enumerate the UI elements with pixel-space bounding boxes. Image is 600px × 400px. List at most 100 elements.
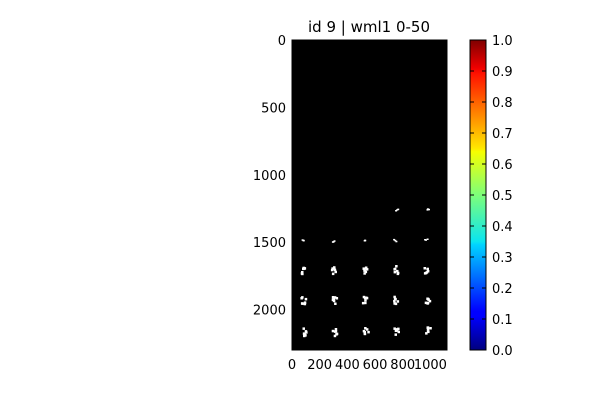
heatmap-pixel [428, 208, 430, 211]
heatmap-pixel [428, 299, 432, 303]
heatmap-pixel [426, 267, 429, 271]
heatmap-pixel [364, 299, 367, 302]
heatmap-pixel [332, 241, 335, 243]
colorbar-tick-label: 1.0 [492, 34, 513, 49]
y-tick-label: 2000 [253, 304, 286, 319]
heatmap-pixel [305, 331, 308, 334]
x-tick-label: 1000 [414, 358, 447, 373]
heatmap-pixel [393, 295, 396, 299]
heatmap-blob [425, 326, 432, 335]
colorbar-ticks: 0.0 0.1 0.2 0.3 0.4 0.5 0.6 0.7 0.8 0.9 1.0 [470, 34, 513, 359]
heatmap-pixel [365, 268, 369, 271]
heatmap-pixel [397, 330, 400, 334]
heatmap-pixel [364, 327, 367, 330]
heatmap-blob [330, 266, 337, 276]
heatmap-pixel [423, 267, 426, 270]
heatmap-pixel [393, 327, 396, 330]
heatmap-blob [363, 239, 367, 242]
heatmap-background [292, 40, 447, 350]
heatmap-pixel [426, 238, 429, 240]
heatmap-pixel [333, 266, 336, 269]
heatmap-pixel [425, 239, 427, 241]
heatmap-pixel [395, 210, 398, 212]
heatmap-blob [393, 295, 400, 306]
heatmap-blob [395, 208, 400, 212]
heatmap-blob [300, 266, 307, 276]
heatmap-pixel [364, 301, 367, 305]
heatmap-pixel [334, 302, 337, 305]
heatmap-blob [393, 238, 398, 243]
heatmap-pixel [396, 269, 399, 273]
heatmap-pixel [393, 268, 396, 271]
y-axis: 0 500 1000 1500 2000 [253, 34, 447, 319]
y-tick-label: 1500 [253, 236, 286, 251]
colorbar-tick-label: 0.8 [492, 96, 513, 111]
heatmap-blob [331, 328, 339, 338]
heatmap-pixel [333, 296, 337, 299]
heatmap-pixel [394, 239, 397, 242]
heatmap-pixel [363, 332, 367, 336]
heatmap-pixel [331, 267, 334, 270]
chart-title: id 9 | wml1 0-50 [308, 18, 430, 36]
heatmap-blob [301, 239, 305, 242]
colorbar: 0.0 0.1 0.2 0.3 0.4 0.5 0.6 0.7 0.8 0.9 1.0 [469, 34, 513, 359]
heatmap-pixel [397, 327, 400, 331]
heatmap-pixel [334, 328, 338, 331]
heatmap-blob [424, 238, 429, 241]
heatmap-pixel [393, 270, 397, 274]
colorbar-tick-label: 0.7 [492, 127, 513, 142]
heatmap-pixel [302, 239, 305, 242]
heatmap-pixel [335, 332, 339, 336]
heatmap-blob [300, 296, 308, 306]
heatmap-pixel [302, 327, 305, 330]
heatmap-pixel [300, 272, 304, 275]
heatmap-pixel [393, 299, 396, 303]
colorbar-tick-label: 0.2 [492, 282, 513, 297]
colorbar-tick-label: 0.5 [492, 189, 513, 204]
heatmap-pixel [427, 330, 430, 334]
heatmap-pixel [335, 297, 339, 300]
heatmap-pixel [426, 302, 429, 305]
colorbar-tick-label: 0.1 [492, 313, 513, 328]
heatmap-pixel [426, 326, 430, 329]
x-tick-label: 600 [363, 358, 388, 373]
heatmap-pixel [331, 272, 335, 276]
heatmap-pixel [395, 328, 398, 331]
heatmap-pixel [426, 208, 429, 210]
heatmap-blob [331, 296, 339, 305]
x-tick-label: 0 [288, 358, 296, 373]
colorbar-tick-label: 0.4 [492, 220, 513, 235]
heatmap-pixel [364, 266, 368, 269]
heatmap-pixel [425, 271, 429, 274]
heatmap-pixel [333, 268, 337, 272]
heatmap-pixel [367, 330, 370, 334]
heatmap-pixel [425, 332, 428, 335]
heatmap-blob [362, 327, 370, 336]
heatmap-blob [423, 267, 430, 275]
heatmap-pixel [334, 270, 337, 274]
heatmap-pixel [429, 327, 432, 330]
heatmap-pixel [365, 328, 369, 331]
heatmap-pixel [331, 329, 335, 333]
x-tick-label: 200 [307, 358, 332, 373]
y-tick-label: 0 [278, 34, 286, 49]
heatmap-blob [426, 208, 430, 211]
heatmap-blob [302, 327, 308, 338]
heatmap-pixel [396, 300, 400, 303]
heatmap-pixel [395, 240, 398, 243]
heatmap-pixel [361, 301, 365, 305]
heatmap-pixel [362, 329, 366, 333]
heatmap-pixel [394, 302, 398, 306]
heatmap-pixel [363, 272, 366, 275]
heatmap-pixel [362, 267, 365, 270]
heatmap-pixel [301, 302, 304, 305]
heatmap-pixel [303, 301, 307, 304]
heatmap-pixel [393, 238, 396, 241]
colorbar-tick-label: 0.9 [492, 65, 513, 80]
heatmap-pixel [426, 209, 429, 211]
heatmap-pixel [427, 298, 430, 301]
heatmap-pixel [396, 209, 399, 211]
